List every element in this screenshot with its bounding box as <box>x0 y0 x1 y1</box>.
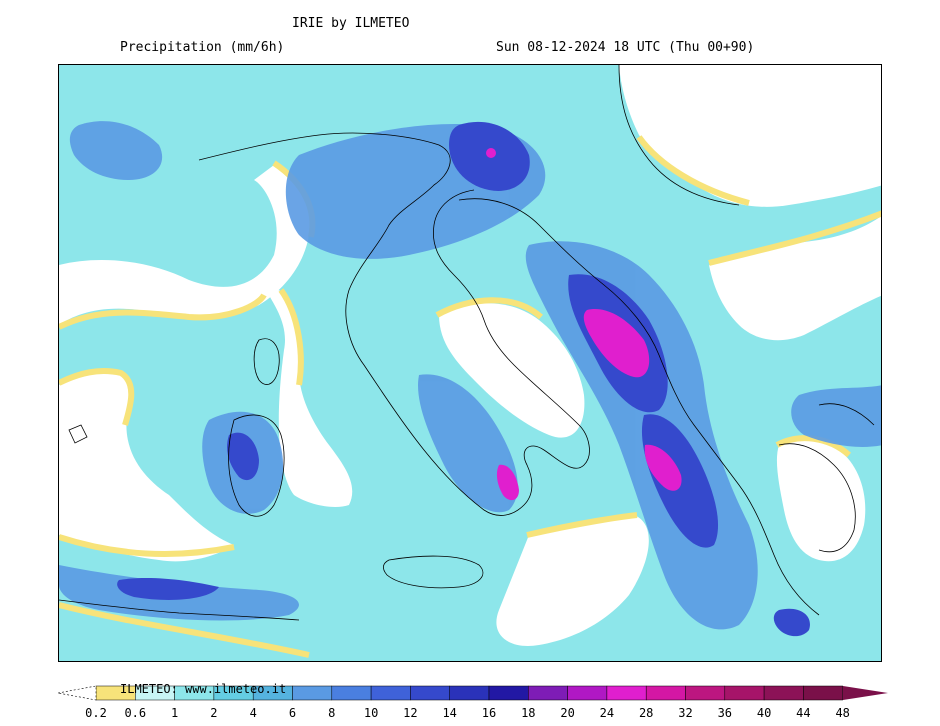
legend-ticks: 0.2 0.6 1 2 4 6 8 10 12 14 16 18 20 24 28 32 36 40 44 48 <box>58 706 918 722</box>
legend-cell <box>803 685 843 701</box>
precip-fringe <box>59 135 881 658</box>
legend-cell <box>528 685 568 701</box>
legend-tick-label: 1 <box>170 706 179 720</box>
legend-cell <box>724 685 765 701</box>
legend-cell <box>763 685 804 701</box>
legend-tick-label: 0.2 <box>85 706 107 720</box>
legend-tick-label: 44 <box>796 706 811 720</box>
legend-cell <box>488 685 529 701</box>
dry-area-west <box>59 165 310 325</box>
legend-tick-label: 6 <box>288 706 297 720</box>
chart-title: IRIE by ILMETEO <box>292 16 410 31</box>
precipitation-map <box>59 65 881 661</box>
color-legend <box>58 685 888 701</box>
legend-tick-label: 48 <box>835 706 850 720</box>
legend-tick-label: 20 <box>560 706 575 720</box>
precip-extreme <box>486 148 682 501</box>
legend-tick-label: 16 <box>481 706 497 720</box>
field-subtitle: Precipitation (mm/6h) <box>120 40 285 55</box>
legend-cell <box>685 685 726 701</box>
legend-tick-label: 2 <box>210 706 218 720</box>
dry-area-sardinia-west <box>59 368 234 562</box>
legend-tick-label: 24 <box>599 706 615 720</box>
legend-cell <box>606 685 647 701</box>
legend-cell <box>567 685 608 701</box>
legend-tick-label: 8 <box>328 706 336 720</box>
credit-text: ILMETEO: www.ilmeteo.it <box>120 682 287 696</box>
dry-area-aegean <box>776 438 866 562</box>
legend-tick-label: 10 <box>363 706 379 720</box>
legend-cell <box>410 685 450 701</box>
legend-cells <box>95 685 843 701</box>
legend-tick-label: 0.6 <box>124 706 147 720</box>
legend-tick-label: 12 <box>403 706 418 720</box>
legend-cell <box>292 685 333 701</box>
legend-tick-label: 18 <box>521 706 536 720</box>
legend-cell <box>370 685 411 701</box>
legend-cell <box>645 685 686 701</box>
map-frame <box>58 64 882 662</box>
dry-area-ionian <box>496 515 649 646</box>
dry-area-north <box>619 65 881 207</box>
dry-area-tyrrhenian <box>269 290 353 507</box>
dry-area-adriatic <box>439 303 585 438</box>
legend-tick-label: 40 <box>756 706 772 720</box>
legend-right-arrow <box>843 686 888 700</box>
legend-cell <box>331 685 372 701</box>
legend-tick-label: 14 <box>442 706 457 720</box>
legend-left-arrow <box>58 685 97 701</box>
coastlines <box>59 65 875 621</box>
legend-tick-label: 32 <box>678 706 693 720</box>
legend-tick-label: 36 <box>717 706 733 720</box>
legend-tick-label: 4 <box>249 706 257 720</box>
legend-tick-label: 28 <box>638 706 654 720</box>
dry-area-east <box>709 216 881 341</box>
legend-cell <box>449 685 490 701</box>
valid-time: Sun 08-12-2024 18 UTC (Thu 00+90) <box>496 40 755 55</box>
